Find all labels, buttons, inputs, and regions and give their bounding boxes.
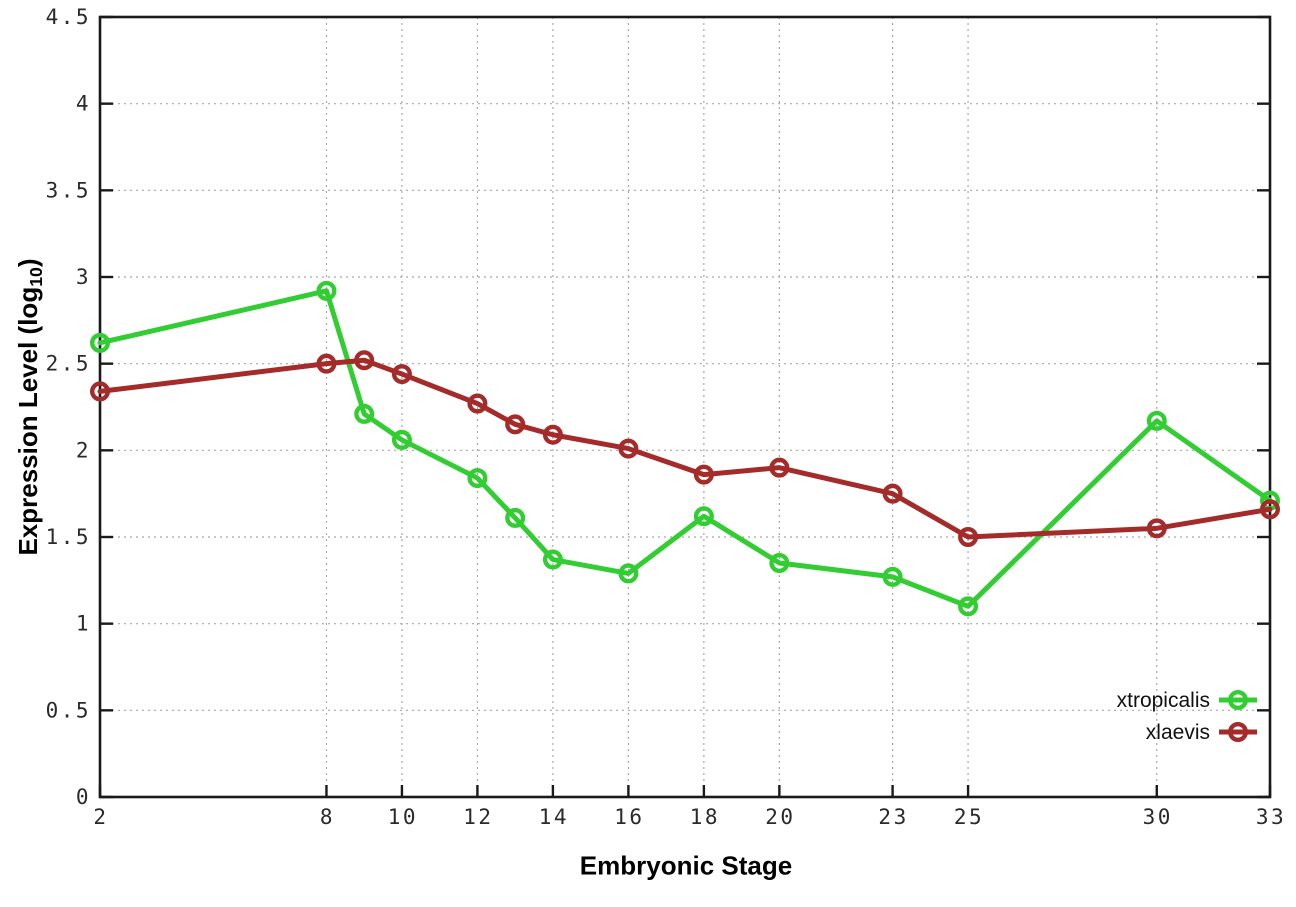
- y-tick-label: 4: [76, 92, 91, 116]
- y-tick-label: 4.5: [46, 5, 91, 29]
- legend-label-xtropicalis: xtropicalis: [1117, 689, 1210, 712]
- data-point-xlaevis: [958, 527, 979, 548]
- x-tick-label: 12: [463, 805, 493, 829]
- x-tick-label: 25: [954, 805, 984, 829]
- series-line-xtropicalis: [97, 288, 1273, 609]
- x-tick-label: 30: [1143, 805, 1173, 829]
- data-point-xtropicalis: [354, 403, 375, 424]
- y-axis-title-subscript: 10: [26, 267, 47, 287]
- tick-marks: [98, 15, 1272, 799]
- series-line-xlaevis: [97, 357, 1273, 540]
- x-tick-label: 33: [1256, 805, 1286, 829]
- data-point-xtropicalis: [1146, 410, 1167, 431]
- data-point-xlaevis: [1146, 518, 1167, 539]
- data-point-xlaevis: [882, 483, 903, 504]
- data-point-xlaevis: [769, 457, 790, 478]
- x-axis-title: Embryonic Stage: [579, 850, 793, 881]
- y-tick-label: 3.5: [46, 178, 91, 202]
- data-point-xtropicalis: [882, 566, 903, 587]
- data-point-xtropicalis: [693, 506, 714, 527]
- data-point-xlaevis: [693, 464, 714, 485]
- y-tick-label: 2: [76, 438, 91, 462]
- legend: xtropicalis xlaevis: [1117, 689, 1257, 744]
- legend-item-xlaevis: xlaevis: [1146, 721, 1257, 744]
- gridlines: [100, 17, 1270, 797]
- data-point-xlaevis: [542, 424, 563, 445]
- data-point-xtropicalis: [391, 429, 412, 450]
- data-point-xlaevis: [354, 350, 375, 371]
- x-tick-label: 2: [93, 805, 108, 829]
- x-tick-label: 23: [878, 805, 908, 829]
- y-tick-label: 3: [76, 265, 91, 289]
- series-xlaevis: [89, 350, 1280, 548]
- data-point-xtropicalis: [958, 596, 979, 617]
- data-point-xtropicalis: [542, 549, 563, 570]
- data-point-xlaevis: [1259, 499, 1280, 520]
- legend-label-xlaevis: xlaevis: [1146, 721, 1210, 744]
- data-point-xlaevis: [505, 414, 526, 435]
- legend-marker-icon: [1227, 690, 1248, 711]
- data-point-xtropicalis: [467, 468, 488, 489]
- y-axis-title-text: Expression Level (log: [12, 286, 43, 556]
- x-tick-label: 10: [388, 805, 418, 829]
- data-point-xtropicalis: [618, 563, 639, 584]
- y-axis-title-suffix: ): [12, 258, 43, 268]
- data-point-xlaevis: [467, 393, 488, 414]
- data-point-xlaevis: [89, 381, 110, 402]
- x-tick-label: 20: [765, 805, 795, 829]
- data-point-xtropicalis: [89, 332, 110, 353]
- y-axis-title: Expression Level (log10): [13, 258, 47, 555]
- y-tick-label: 0.5: [46, 698, 91, 722]
- tick-labels: 0 0.5 1 1.5 2 2.5 3 3.5 4 4.5 2 8 10 12 14 16 18 20 23 25 30…: [46, 5, 1286, 829]
- data-point-xtropicalis: [316, 280, 337, 301]
- plot-border: [98, 15, 1272, 799]
- data-point-xlaevis: [391, 364, 412, 385]
- series-xtropicalis: [89, 280, 1280, 617]
- x-tick-label: 18: [690, 805, 720, 829]
- data-point-xlaevis: [618, 438, 639, 459]
- data-point-xtropicalis: [769, 553, 790, 574]
- x-tick-label: 16: [614, 805, 644, 829]
- y-tick-label: 0: [76, 785, 91, 809]
- data-point-xtropicalis: [505, 507, 526, 528]
- legend-marker-icon: [1227, 722, 1248, 743]
- y-tick-label: 1: [76, 612, 91, 636]
- x-tick-label: 8: [320, 805, 335, 829]
- data-point-xlaevis: [316, 353, 337, 374]
- y-tick-label: 1.5: [46, 525, 91, 549]
- x-tick-label: 14: [539, 805, 569, 829]
- y-tick-label: 2.5: [46, 352, 91, 376]
- legend-item-xtropicalis: xtropicalis: [1117, 689, 1257, 712]
